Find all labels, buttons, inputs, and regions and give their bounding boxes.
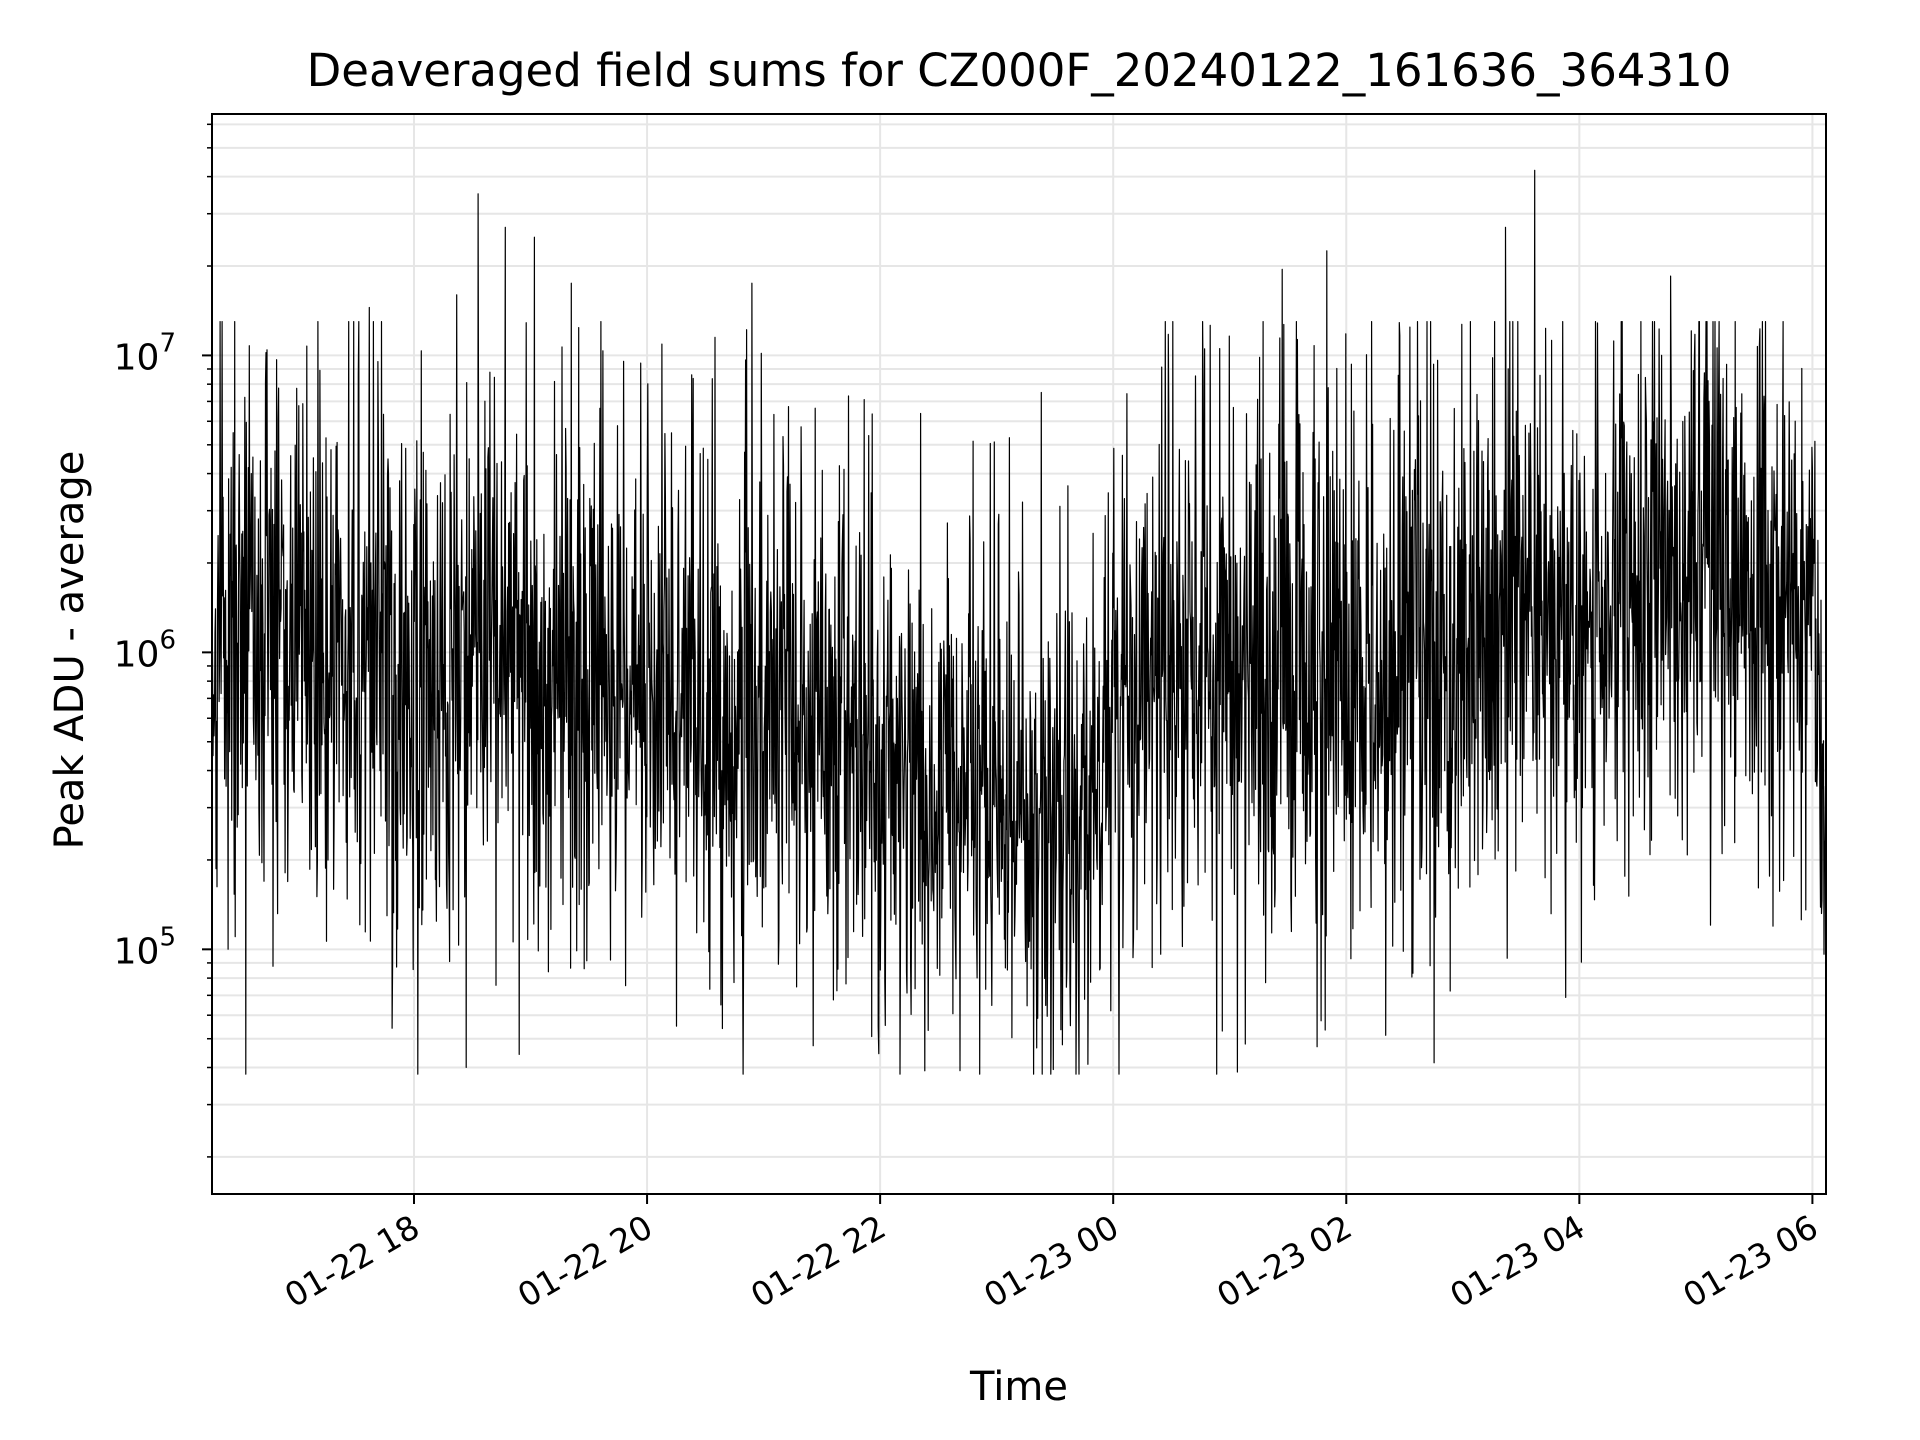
- x-tick-label: 01-23 00: [977, 1207, 1125, 1315]
- x-tick-label: 01-22 20: [511, 1207, 659, 1315]
- x-tick-label: 01-22 18: [278, 1207, 426, 1315]
- x-tick-label: 01-23 04: [1443, 1207, 1591, 1315]
- chart-title: Deaveraged field sums for CZ000F_2024012…: [306, 44, 1732, 97]
- plot-area-frame: [211, 113, 1827, 1195]
- series-line: [211, 169, 1827, 1075]
- y-tick-label: 106: [114, 625, 176, 675]
- x-axis-label: Time: [970, 1364, 1068, 1410]
- x-tick-label: 01-23 02: [1210, 1207, 1358, 1315]
- y-axis-label: Peak ADU - average: [47, 450, 93, 850]
- x-tick-label: 01-23 06: [1676, 1207, 1824, 1315]
- y-tick-label: 105: [114, 922, 176, 972]
- x-tick-label: 01-22 22: [744, 1207, 892, 1315]
- y-tick-label: 107: [114, 328, 176, 378]
- series-layer: [211, 169, 1827, 1075]
